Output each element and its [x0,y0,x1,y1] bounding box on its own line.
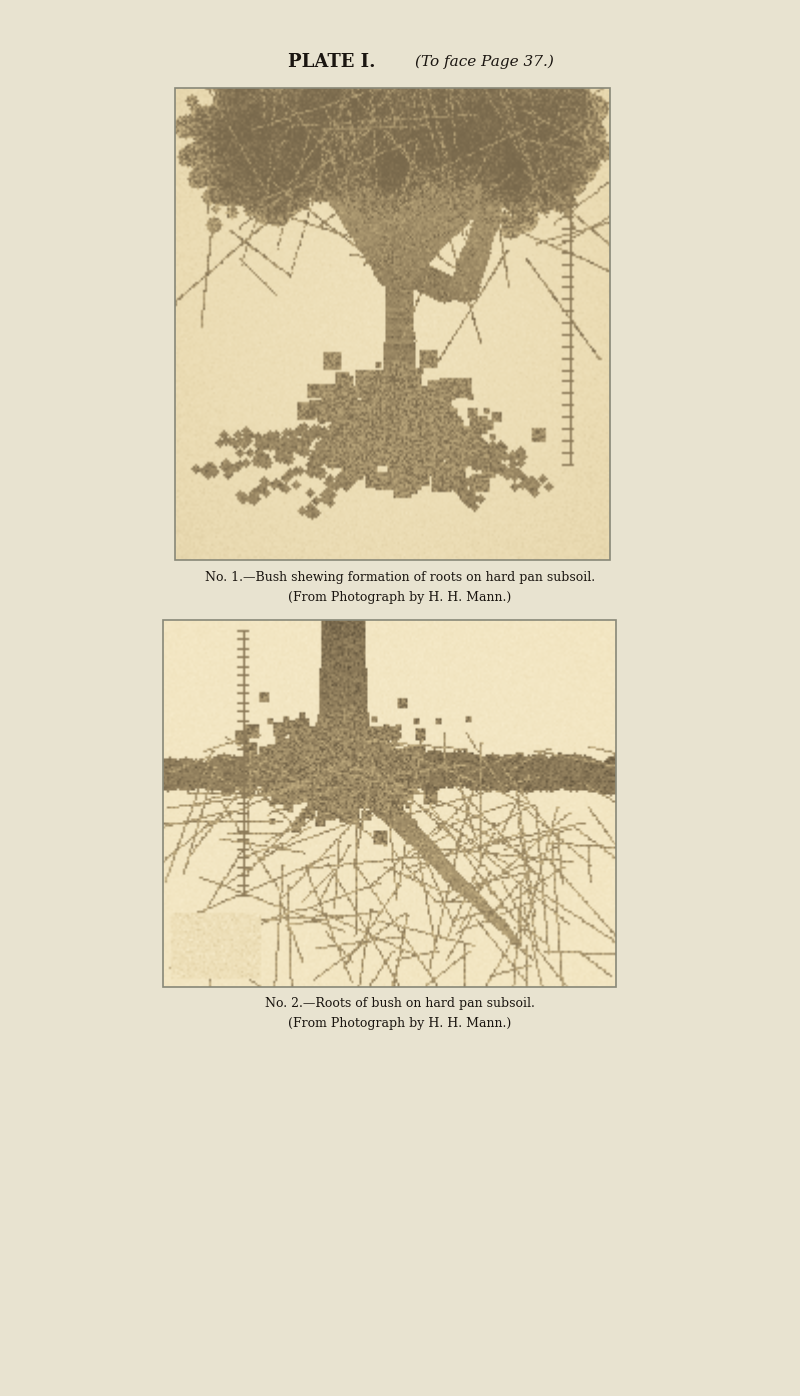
Text: No. 2.—Roots of bush on hard pan subsoil.: No. 2.—Roots of bush on hard pan subsoil… [265,997,535,1009]
Text: (To face Page 37.): (To face Page 37.) [414,54,554,70]
Text: (From Photograph by H. H. Mann.): (From Photograph by H. H. Mann.) [288,592,512,604]
Bar [175,88,610,560]
Text: No. 1.—Bush shewing formation of roots on hard pan subsoil.: No. 1.—Bush shewing formation of roots o… [205,571,595,585]
Text: (From Photograph by H. H. Mann.): (From Photograph by H. H. Mann.) [288,1016,512,1029]
Text: PLATE I.: PLATE I. [288,53,376,71]
Bar [163,620,616,987]
